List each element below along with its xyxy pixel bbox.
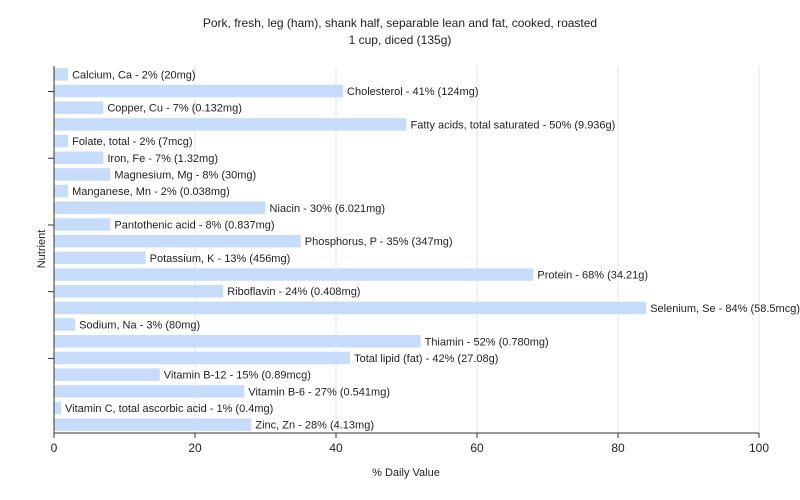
x-tick-label: 60 [470,441,484,455]
bar-riboflavin [54,284,224,298]
bar-niacin [54,201,266,215]
bar-label: Protein - 68% (34.21g) [537,270,648,282]
bar-label: Folate, total - 2% (7mcg) [72,136,192,148]
bar-label: Potassium, K - 13% (456mg) [150,253,291,265]
bar-label: Selenium, Se - 84% (58.5mcg) [650,303,800,315]
bar-vitamin-b-6 [54,385,245,398]
bar-cholesterol [54,84,344,98]
bar-sodium-na [54,318,76,331]
x-tick-label: 80 [611,441,625,455]
x-tick-label: 0 [51,441,58,455]
bar-label: Thiamin - 52% (0.780mg) [425,336,549,348]
bar-copper-cu [54,101,104,114]
bar-label: Manganese, Mn - 2% (0.038mg) [72,186,230,198]
bar-label: Sodium, Na - 3% (80mg) [79,320,200,332]
bar-folate-total [54,134,69,148]
bar-label: Cholesterol - 41% (124mg) [347,86,478,98]
y-axis-label: Nutrient [36,230,48,269]
chart-subtitle: 1 cup, diced (135g) [349,33,452,47]
chart-title: Pork, fresh, leg (ham), shank half, sepa… [203,16,597,30]
bar-label: Fatty acids, total saturated - 50% (9.93… [411,119,616,131]
x-axis-label: % Daily Value [372,467,440,479]
x-tick-label: 100 [749,441,769,455]
bar-pantothenic-acid [54,218,111,231]
bar-label: Total lipid (fat) - 42% (27.08g) [354,353,498,365]
bar-magnesium-mg [54,168,111,181]
bar-label: Calcium, Ca - 2% (20mg) [72,69,195,81]
bar-label: Copper, Cu - 7% (0.132mg) [107,103,242,115]
bar-calcium-ca [54,68,69,81]
bar-label: Riboflavin - 24% (0.408mg) [227,286,360,298]
bar-label: Vitamin C, total ascorbic acid - 1% (0.4… [65,403,273,415]
bar-label: Iron, Fe - 7% (1.32mg) [107,153,218,165]
bar-label: Vitamin B-6 - 27% (0.541mg) [248,386,390,398]
bar-label: Pantothenic acid - 8% (0.837mg) [114,219,274,231]
x-tick-label: 40 [329,441,343,455]
bars-group: Calcium, Ca - 2% (20mg) Cholesterol - 41%… [54,68,800,432]
bar-protein [54,268,534,281]
bar-vitamin-b-12 [54,368,160,381]
bar-fatty-acids-total-saturated [54,118,407,131]
bar-thiamin [54,335,421,348]
bar-label: Magnesium, Mg - 8% (30mg) [114,169,256,181]
bar-potassium-k [54,251,146,265]
bar-label: Vitamin B-12 - 15% (0.89mcg) [164,370,311,382]
bar-total-lipid-fat [54,351,351,365]
bar-iron-fe [54,151,104,164]
bar-phosphorus-p [54,234,301,248]
x-tick-label: 20 [188,441,202,455]
axes-group: 0 20 40 60 80 100 [48,66,769,455]
bar-zinc-zn [54,418,252,431]
bar-selenium-se [54,301,647,315]
bar-label: Phosphorus, P - 35% (347mg) [305,236,453,248]
bar-label: Zinc, Zn - 28% (4.13mg) [255,420,374,432]
bar-label: Niacin - 30% (6.021mg) [270,203,386,215]
bar-vitamin-c-total-ascorbic-acid [54,401,62,415]
bar-manganese-mn [54,184,69,198]
